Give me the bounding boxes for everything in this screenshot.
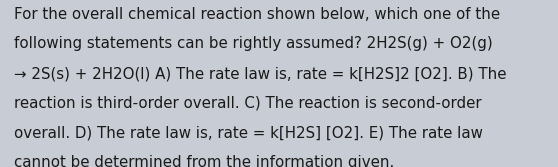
Text: following statements can be rightly assumed? 2H2S(g) + O2(g): following statements can be rightly assu… — [14, 36, 493, 51]
Text: → 2S(s) + 2H2O(l) A) The rate law is, rate = k[H2S]2 [O2]. B) The: → 2S(s) + 2H2O(l) A) The rate law is, ra… — [14, 66, 507, 81]
Text: overall. D) The rate law is, rate = k[H2S] [O2]. E) The rate law: overall. D) The rate law is, rate = k[H2… — [14, 126, 483, 141]
Text: cannot be determined from the information given.: cannot be determined from the informatio… — [14, 155, 394, 167]
Text: For the overall chemical reaction shown below, which one of the: For the overall chemical reaction shown … — [14, 7, 500, 22]
Text: reaction is third-order overall. C) The reaction is second-order: reaction is third-order overall. C) The … — [14, 96, 482, 111]
